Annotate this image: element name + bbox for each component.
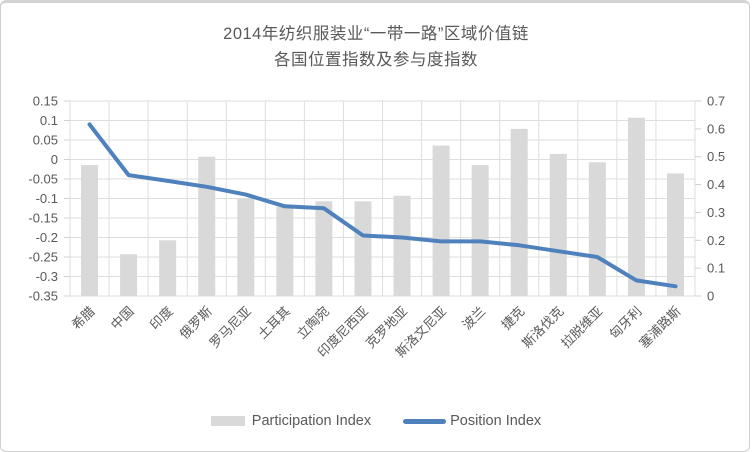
left-axis-label: -0.25 [28, 250, 58, 265]
category-label: 中国 [108, 304, 137, 333]
participation-bar [471, 165, 489, 296]
right-axis-label: 0.3 [707, 205, 725, 220]
right-axis-label: 0.1 [707, 261, 725, 276]
participation-bar [510, 128, 528, 296]
right-axis-label: 0.2 [707, 233, 725, 248]
participation-bar [627, 117, 645, 296]
chart-title-line1: 2014年纺织服装业“一带一路”区域价值链 [223, 25, 529, 43]
category-label: 斯洛伐克 [519, 304, 566, 351]
left-axis-label: -0.3 [36, 269, 58, 284]
participation-bar [315, 201, 333, 296]
category-label: 印度 [147, 304, 176, 333]
right-axis-label: 0.6 [707, 121, 725, 136]
left-axis-label: -0.35 [28, 289, 58, 304]
left-axis-label: -0.2 [36, 230, 58, 245]
category-label: 希腊 [69, 304, 98, 333]
legend: Participation Index Position Index [0, 406, 752, 436]
participation-bar [198, 156, 216, 296]
participation-bar [276, 206, 294, 296]
legend-label-position: Position Index [450, 413, 542, 429]
legend-label-participation: Participation Index [251, 413, 372, 429]
participation-bar [354, 201, 372, 296]
category-label: 罗马尼亚 [207, 304, 254, 351]
left-axis-label: 0.05 [33, 133, 58, 148]
category-label: 拉脱维亚 [558, 304, 605, 351]
left-axis-label: 0.1 [40, 113, 58, 128]
right-axis-label: 0.5 [707, 149, 725, 164]
chart-title: 2014年纺织服装业“一带一路”区域价值链 各国位置指数及参与度指数 [0, 21, 752, 73]
right-axis-label: 0.7 [707, 94, 725, 109]
position-series-swatch [403, 418, 447, 424]
participation-series-swatch [210, 416, 245, 426]
participation-bar [588, 162, 606, 296]
participation-bar [549, 153, 567, 296]
participation-bar [237, 198, 255, 296]
category-label: 塞浦路斯 [636, 304, 683, 351]
position-line [87, 122, 678, 289]
left-axis-label: 0 [51, 152, 58, 167]
participation-bar [159, 240, 177, 296]
left-axis-label: -0.15 [28, 211, 58, 226]
participation-bar [666, 173, 684, 296]
category-label: 匈牙利 [606, 304, 644, 342]
participation-bar [393, 195, 411, 296]
category-label: 立陶宛 [294, 304, 332, 342]
left-axis-label: 0.15 [33, 94, 58, 109]
category-label: 土耳其 [255, 304, 293, 342]
left-axis-label: -0.1 [36, 191, 58, 206]
category-label: 俄罗斯 [177, 304, 215, 342]
participation-bar [432, 145, 450, 296]
chart-title-line2: 各国位置指数及参与度指数 [274, 51, 478, 69]
left-axis-label: -0.05 [28, 172, 58, 187]
right-axis-label: 0.4 [707, 177, 725, 192]
right-axis-label: 0 [707, 289, 714, 304]
category-label: 波兰 [459, 304, 488, 333]
participation-bar [120, 254, 138, 296]
category-label: 捷克 [498, 304, 527, 333]
participation-bar [81, 165, 99, 296]
